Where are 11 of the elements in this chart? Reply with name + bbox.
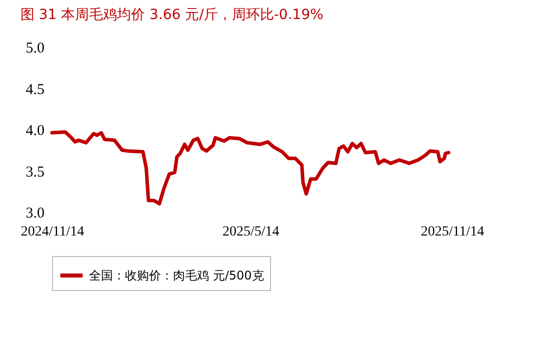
- line-series: [50, 130, 450, 206]
- y-tick-label: 4.5: [26, 82, 44, 98]
- y-tick-label: 5.0: [26, 40, 44, 56]
- x-tick-label: 2024/11/14: [20, 224, 84, 240]
- legend-label: 全国：收购价：肉毛鸡 元/500克: [89, 268, 264, 282]
- x-tick-label: 2025/5/14: [222, 224, 280, 240]
- x-tick-label: 2025/11/14: [420, 224, 484, 240]
- y-tick-label: 3.0: [26, 206, 44, 222]
- y-tick-label: 3.5: [26, 164, 44, 180]
- chart-title: 图 31 本周毛鸡均价 3.66 元/斤，周环比-0.19%: [20, 7, 324, 23]
- y-tick-label: 4.0: [26, 123, 44, 139]
